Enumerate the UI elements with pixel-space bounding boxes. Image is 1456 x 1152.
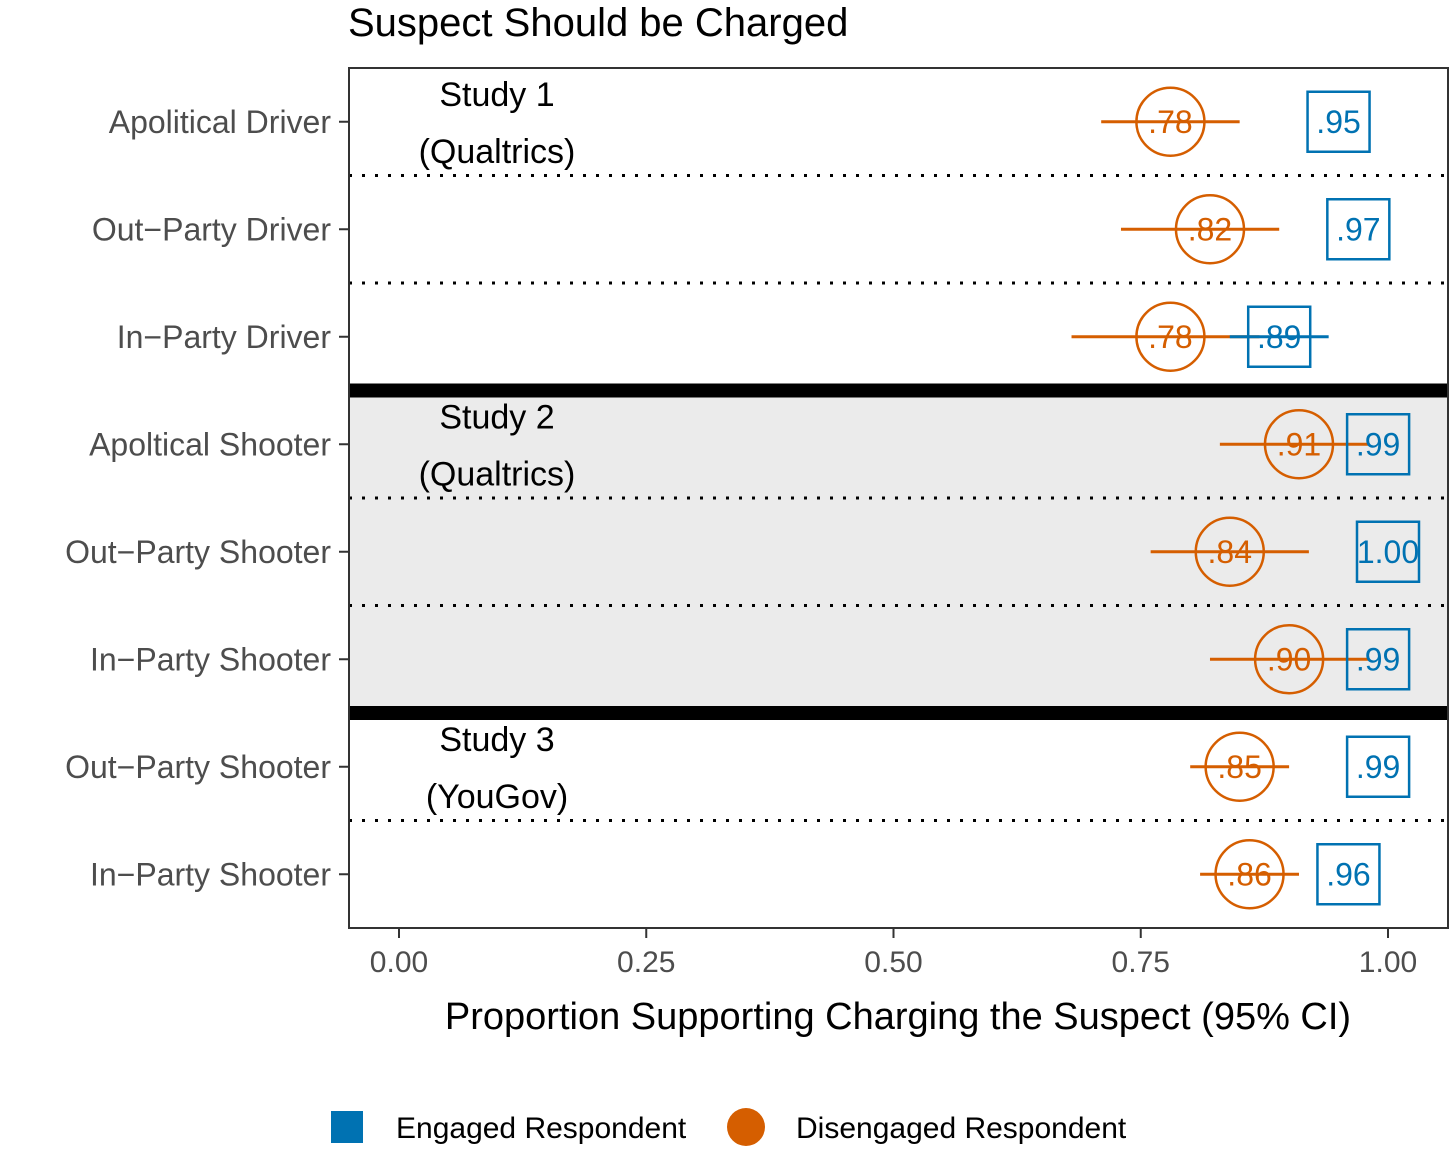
x-axis: 0.00 0.25 0.50 0.75 1.00 (370, 928, 1417, 979)
disengaged-point (1204, 731, 1275, 802)
engaged-value-label: .96 (1326, 856, 1370, 892)
legend-disengaged-label: Disengaged Respondent (796, 1112, 1127, 1145)
disengaged-point (1135, 86, 1206, 157)
y-tick-label: Out−Party Driver (92, 211, 332, 247)
disengaged-point (1194, 516, 1266, 587)
disengaged-value-label: .78 (1148, 104, 1192, 140)
disengaged-value-label: .91 (1277, 426, 1321, 462)
disengaged-point (1263, 409, 1335, 480)
study-label-line1: Study 2 (439, 398, 554, 436)
disengaged-point (1135, 301, 1206, 372)
engaged-value-label: .99 (1356, 426, 1400, 462)
engaged-point (1345, 628, 1411, 691)
engaged-value-label: .99 (1356, 641, 1400, 677)
disengaged-value-label: .82 (1188, 211, 1232, 247)
y-tick-label: Out−Party Shooter (65, 534, 331, 570)
x-tick-label: 0.50 (864, 946, 922, 979)
y-tick-label: In−Party Driver (117, 319, 332, 355)
study-label-line1: Study 3 (439, 721, 554, 759)
disengaged-value-label: .86 (1227, 856, 1271, 892)
disengaged-value-label: .78 (1148, 319, 1192, 355)
study-label-line1: Study 1 (439, 76, 554, 114)
y-tick-label: In−Party Shooter (90, 856, 331, 892)
study-label-line2: (YouGov) (426, 778, 568, 816)
disengaged-point (1253, 624, 1325, 695)
engaged-value-label: .99 (1356, 749, 1400, 785)
engaged-point (1306, 90, 1371, 153)
panel-border (348, 67, 1449, 929)
engaged-value-label: 1.00 (1357, 534, 1419, 570)
x-tick-label: 0.00 (370, 946, 428, 979)
disengaged-value-label: .84 (1208, 534, 1252, 570)
engaged-point (1326, 198, 1391, 261)
engaged-point (1246, 305, 1312, 368)
chart-title: Suspect Should be Charged (348, 1, 848, 45)
legend: Engaged Respondent Disengaged Respondent (331, 1108, 1127, 1146)
x-tick-label: 1.00 (1359, 946, 1417, 979)
study-label-line2: (Qualtrics) (419, 133, 576, 171)
legend-disengaged-swatch (727, 1108, 765, 1146)
y-tick-label: Apoltical Shooter (89, 426, 331, 462)
y-axis: Apolitical Driver Out−Party Driver In−Part… (65, 104, 349, 892)
x-tick-label: 0.75 (1112, 946, 1170, 979)
y-tick-label: Apolitical Driver (109, 104, 332, 140)
x-axis-label: Proportion Supporting Charging the Suspe… (445, 996, 1351, 1038)
disengaged-point (1214, 839, 1285, 910)
engaged-value-label: .95 (1316, 104, 1360, 140)
data-marks: .78 .95 .82 .97 .78 .89 .91 .99 .84 1.00 .90 .99 .85… (1071, 86, 1421, 910)
study-labels: Study 1 (Qualtrics) Study 2 (Qualtrics) Stud… (419, 76, 576, 816)
disengaged-value-label: .85 (1217, 749, 1261, 785)
engaged-value-label: .89 (1257, 319, 1301, 355)
engaged-point (1345, 413, 1411, 476)
engaged-point (1316, 843, 1381, 906)
x-tick-label: 0.25 (617, 946, 675, 979)
disengaged-point (1174, 194, 1246, 265)
row-separators (349, 174, 1448, 822)
study-label-line2: (Qualtrics) (419, 455, 576, 493)
legend-engaged-swatch (331, 1111, 363, 1143)
engaged-point (1345, 735, 1411, 798)
disengaged-value-label: .90 (1267, 641, 1311, 677)
y-tick-label: In−Party Shooter (90, 641, 331, 677)
engaged-point (1355, 520, 1421, 583)
legend-engaged-label: Engaged Respondent (396, 1112, 687, 1145)
y-tick-label: Out−Party Shooter (65, 749, 331, 785)
engaged-value-label: .97 (1336, 211, 1380, 247)
